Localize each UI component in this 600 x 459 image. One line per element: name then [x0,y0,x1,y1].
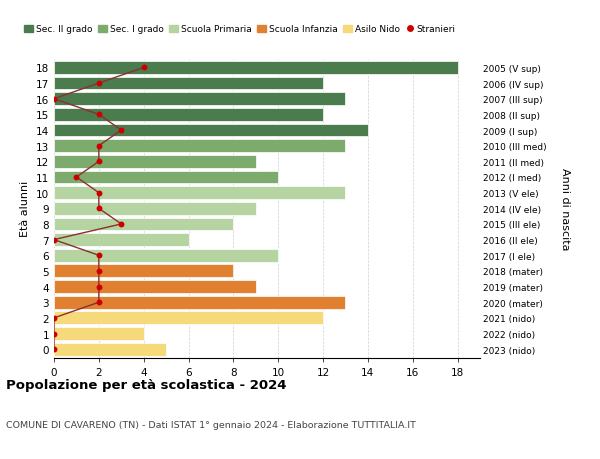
Point [94,252,104,259]
Bar [54,171,278,184]
Bar [54,109,323,122]
Bar [54,234,188,246]
Point [94,268,104,275]
Text: Popolazione per età scolastica - 2024: Popolazione per età scolastica - 2024 [6,379,287,392]
Bar [54,78,323,90]
Point [94,158,104,166]
Point [94,143,104,150]
Legend: Sec. II grado, Sec. I grado, Scuola Primaria, Scuola Infanzia, Asilo Nido, Stran: Sec. II grado, Sec. I grado, Scuola Prim… [25,25,456,34]
Point [49,236,59,244]
Bar [54,93,346,106]
Point [94,112,104,119]
Point [49,96,59,103]
Point [71,174,81,181]
Bar [54,124,368,137]
Point [139,65,148,72]
Text: COMUNE DI CAVARENO (TN) - Dati ISTAT 1° gennaio 2024 - Elaborazione TUTTITALIA.I: COMUNE DI CAVARENO (TN) - Dati ISTAT 1° … [6,420,416,429]
Bar [54,156,256,168]
Point [94,283,104,291]
Point [49,314,59,322]
Bar [54,218,233,231]
Bar [54,296,346,309]
Point [49,346,59,353]
Bar [54,312,323,325]
Bar [54,187,346,200]
Bar [54,327,143,340]
Y-axis label: Età alunni: Età alunni [20,181,31,237]
Point [116,127,126,134]
Point [116,221,126,228]
Point [94,190,104,197]
Y-axis label: Anni di nascita: Anni di nascita [560,168,570,250]
Bar [54,249,278,262]
Bar [54,343,166,356]
Bar [54,140,346,153]
Point [94,299,104,306]
Bar [54,202,256,215]
Bar [54,265,233,278]
Point [94,205,104,213]
Bar [54,280,256,293]
Point [94,80,104,88]
Bar [54,62,458,75]
Point [49,330,59,337]
